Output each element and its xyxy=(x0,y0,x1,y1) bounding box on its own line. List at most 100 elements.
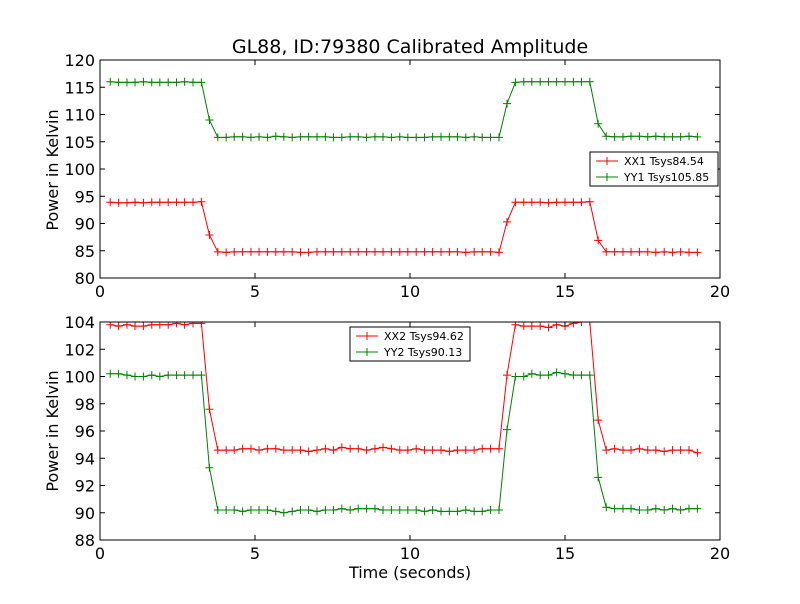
legend-marker xyxy=(603,157,611,165)
data-point xyxy=(428,247,437,256)
data-point xyxy=(230,506,239,515)
legend-label: XX1 Tsys84.54 xyxy=(624,155,704,168)
data-point xyxy=(461,133,470,142)
data-point xyxy=(131,78,140,87)
data-point xyxy=(693,504,702,513)
legend-label: YY1 Tsys105.85 xyxy=(623,171,709,184)
data-point xyxy=(594,473,603,482)
y-tick-label: 104 xyxy=(64,313,95,332)
data-point xyxy=(651,248,660,257)
data-point xyxy=(395,506,404,515)
plot-area xyxy=(106,322,702,517)
data-point xyxy=(544,198,553,207)
y-tick-label: 98 xyxy=(75,395,95,414)
data-point xyxy=(238,132,247,141)
y-tick-label: 92 xyxy=(75,477,95,496)
data-point xyxy=(412,133,421,142)
data-point xyxy=(461,446,470,455)
data-point xyxy=(602,446,611,455)
data-point xyxy=(222,446,231,455)
data-point xyxy=(627,132,636,141)
x-tick-label: 20 xyxy=(710,544,730,563)
data-point xyxy=(618,132,627,141)
data-point xyxy=(403,446,412,455)
y-tick-label: 85 xyxy=(75,242,95,261)
data-point xyxy=(585,322,594,326)
data-point xyxy=(412,506,421,515)
data-point xyxy=(428,446,437,455)
data-point xyxy=(569,77,578,86)
data-point xyxy=(594,236,603,245)
data-point xyxy=(668,132,677,141)
data-point xyxy=(263,247,272,256)
data-point xyxy=(494,248,503,257)
series-line-0 xyxy=(110,322,698,454)
data-point xyxy=(478,133,487,142)
data-point xyxy=(263,506,272,515)
legend: XX1 Tsys84.54 YY1 Tsys105.85 xyxy=(589,151,719,187)
data-point xyxy=(403,133,412,142)
data-point xyxy=(651,504,660,513)
data-point xyxy=(271,444,280,453)
data-point xyxy=(420,507,429,516)
data-point xyxy=(635,444,644,453)
data-point xyxy=(271,247,280,256)
legend-box xyxy=(589,151,719,187)
data-point xyxy=(676,132,685,141)
data-point xyxy=(387,506,396,515)
data-point xyxy=(106,77,115,86)
data-point xyxy=(122,78,131,87)
data-point xyxy=(362,133,371,142)
data-point xyxy=(420,133,429,142)
data-point xyxy=(387,444,396,453)
data-point xyxy=(536,198,545,207)
data-point xyxy=(213,247,222,256)
data-point xyxy=(561,198,569,207)
plot-area xyxy=(106,77,702,257)
data-point xyxy=(114,198,123,207)
data-point xyxy=(536,77,545,86)
data-point xyxy=(676,247,685,256)
data-point xyxy=(279,247,288,256)
data-point xyxy=(230,446,239,455)
data-point xyxy=(594,416,603,425)
data-point xyxy=(246,133,255,142)
data-point xyxy=(279,132,288,141)
data-point xyxy=(189,322,197,328)
data-point xyxy=(503,371,512,380)
data-point xyxy=(255,506,264,515)
data-point xyxy=(205,463,214,472)
data-point xyxy=(412,247,421,256)
data-point xyxy=(594,119,603,128)
data-point xyxy=(205,115,214,124)
bottom-y-axis-label: Power in Kelvin xyxy=(43,370,62,491)
data-point xyxy=(255,247,264,256)
data-point xyxy=(379,443,388,452)
data-point xyxy=(544,371,553,380)
data-point xyxy=(222,248,231,257)
data-point xyxy=(610,504,619,513)
data-point xyxy=(296,132,305,141)
data-point xyxy=(420,247,429,256)
data-point xyxy=(172,322,181,328)
legend-marker xyxy=(363,332,371,340)
data-point xyxy=(337,443,346,452)
data-point xyxy=(437,247,445,256)
data-point xyxy=(329,133,338,142)
data-point xyxy=(511,198,520,207)
data-point xyxy=(387,133,396,142)
data-point xyxy=(676,446,685,455)
data-point xyxy=(494,133,503,142)
data-point xyxy=(577,371,586,380)
data-point xyxy=(470,247,479,256)
data-point xyxy=(255,132,264,141)
data-point xyxy=(114,369,123,378)
data-point xyxy=(147,78,156,87)
data-point xyxy=(346,132,355,141)
data-point xyxy=(304,248,313,257)
data-point xyxy=(412,444,421,453)
data-point xyxy=(329,446,338,455)
data-point xyxy=(519,322,528,331)
data-point xyxy=(321,444,330,453)
